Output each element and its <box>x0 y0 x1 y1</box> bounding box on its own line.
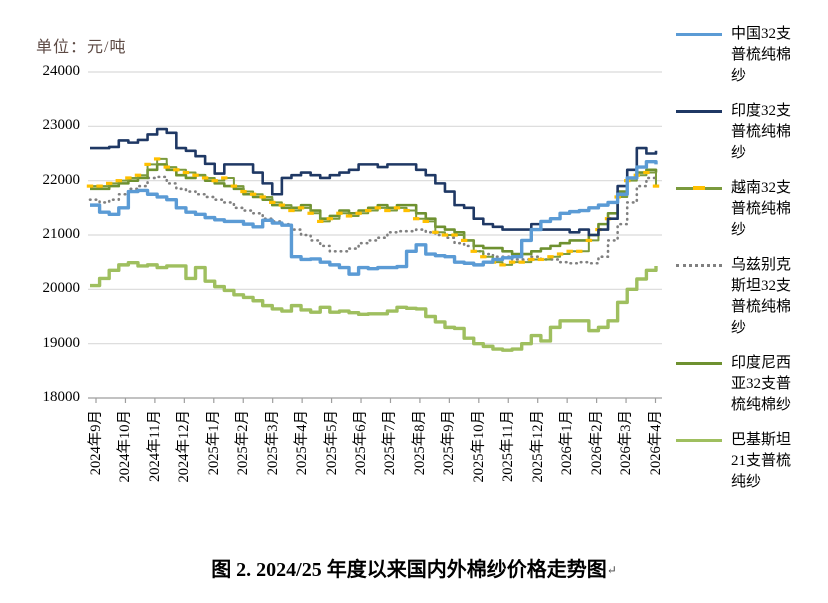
x-axis-tick-label: 2024年9月 <box>88 410 104 476</box>
legend-marker-icon <box>693 186 705 190</box>
x-axis-tick-label: 2025年4月 <box>294 410 311 476</box>
x-axis-tick-label: 2024年12月 <box>176 410 193 483</box>
legend-item-china: 中国32支 普梳纯棉 纱 <box>676 24 826 87</box>
x-axis-tick-label: 2026年2月 <box>588 410 605 476</box>
x-axis-tick-label: 2025年8月 <box>411 410 428 476</box>
x-axis-tick-label: 2026年1月 <box>559 410 576 476</box>
x-axis-tick-label: 2026年4月 <box>647 410 664 476</box>
legend-line-icon <box>676 353 722 374</box>
legend-item-indonesia: 印度尼西 亚32支普 梳纯棉纱 <box>676 353 826 416</box>
x-axis-tick-label: 2024年11月 <box>146 410 163 482</box>
legend-label: 巴基斯坦 21支普梳 纯纱 <box>731 432 792 490</box>
legend-label: 中国32支 普梳纯棉 纱 <box>731 26 792 84</box>
pakistan-line <box>90 261 658 352</box>
y-axis-tick-label: 22000 <box>42 171 81 188</box>
y-axis-tick-label: 23000 <box>42 117 81 134</box>
legend-line-icon <box>676 430 722 451</box>
caption-text: 图 2. 2024/25 年度以来国内外棉纱价格走势图 <box>211 559 607 581</box>
unit-label: 单位：元/吨 <box>36 39 127 56</box>
x-axis-tick-label: 2025年1月 <box>205 410 222 476</box>
legend-item-india: 印度32支 普梳纯棉 纱 <box>676 101 826 164</box>
legend-label: 越南32支 普梳纯棉 纱 <box>731 180 792 238</box>
x-axis-tick-label: 2025年3月 <box>264 410 281 476</box>
legend-label: 乌兹别克 斯坦32支 普梳纯棉 纱 <box>731 257 792 336</box>
x-axis-tick-label: 2025年2月 <box>235 410 252 476</box>
y-axis-tick-label: 24000 <box>42 63 81 79</box>
x-axis-tick-label: 2025年12月 <box>529 410 546 483</box>
uzbekistan-line <box>88 173 658 265</box>
paragraph-mark: ↵ <box>606 563 617 577</box>
indonesia-line <box>90 163 658 256</box>
legend-line-icon <box>676 178 722 199</box>
x-axis-tick-label: 2024年10月 <box>117 410 134 483</box>
y-axis-tick-label: 20000 <box>42 280 81 297</box>
x-axis-tick-label: 2025年10月 <box>470 410 487 483</box>
legend-label: 印度尼西 亚32支普 梳纯棉纱 <box>731 355 792 413</box>
legend-item-pakistan: 巴基斯坦 21支普梳 纯纱 <box>676 430 826 493</box>
legend-item-vietnam: 越南32支 普梳纯棉 纱 <box>676 178 826 241</box>
legend-line-icon <box>676 101 722 122</box>
y-axis-tick-label: 21000 <box>42 226 81 242</box>
figure-caption: 图 2. 2024/25 年度以来国内外棉纱价格走势图↵ <box>0 553 828 582</box>
legend-line-icon <box>676 255 722 276</box>
x-axis-tick-label: 2025年5月 <box>323 410 340 476</box>
india-line <box>90 127 658 237</box>
x-axis-tick-label: 2025年7月 <box>382 410 399 476</box>
x-axis-tick-label: 2025年6月 <box>353 410 370 476</box>
chart-legend: 中国32支 普梳纯棉 纱印度32支 普梳纯棉 纱越南32支 普梳纯棉 纱乌兹别克… <box>676 24 826 507</box>
legend-line-icon <box>676 24 722 45</box>
y-axis-tick-label: 19000 <box>42 334 81 351</box>
legend-item-uzbekistan: 乌兹别克 斯坦32支 普梳纯棉 纱 <box>676 255 826 339</box>
x-axis-tick-label: 2025年9月 <box>441 410 458 476</box>
x-axis-tick-label: 2025年11月 <box>500 410 517 482</box>
y-axis-tick-label: 18000 <box>42 389 81 405</box>
x-axis-tick-label: 2026年3月 <box>618 410 635 476</box>
legend-label: 印度32支 普梳纯棉 纱 <box>731 103 792 161</box>
china-line <box>90 159 658 276</box>
